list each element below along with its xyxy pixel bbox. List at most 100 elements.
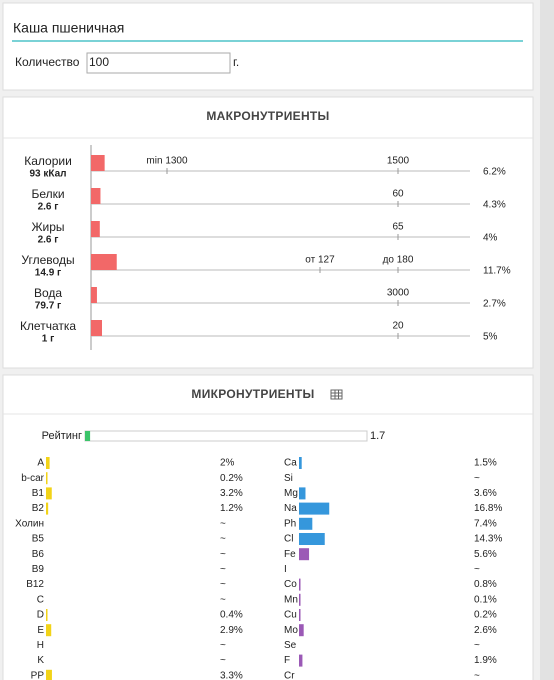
micro-name: Cr	[284, 670, 295, 680]
micro-name: B2	[32, 503, 45, 514]
micro-name: Na	[284, 503, 297, 514]
norm-label: 20	[392, 321, 404, 332]
micro-percent: ~	[474, 564, 480, 575]
micro-percent: ~	[474, 640, 480, 651]
micro-percent: ~	[474, 473, 480, 484]
nutrient-amount: 79.7 г	[35, 301, 61, 312]
micro-name: Cl	[284, 534, 293, 545]
micro-bar	[299, 624, 304, 637]
quantity-unit: г.	[233, 55, 239, 69]
micro-bar	[299, 593, 301, 606]
bar	[91, 287, 97, 303]
bar	[91, 155, 105, 171]
nutrient-amount: 2.6 г	[38, 235, 59, 246]
rating-value: 1.7	[370, 430, 385, 442]
percent-label: 4.3%	[483, 200, 506, 211]
micro-name: F	[284, 655, 290, 666]
micro-percent: ~	[220, 564, 226, 575]
norm-label: 3000	[387, 288, 410, 299]
micro-name: I	[284, 564, 287, 575]
micro-percent: 7.4%	[474, 518, 497, 529]
micro-bar	[299, 457, 302, 469]
micro-name: C	[37, 594, 44, 605]
micro-percent: 1.9%	[474, 655, 497, 666]
bar	[91, 221, 100, 237]
micro-bar	[299, 487, 306, 500]
quantity-value[interactable]: 100	[89, 55, 109, 69]
rating-track	[84, 430, 368, 442]
micro-bar	[299, 654, 303, 667]
micro-percent: 3.3%	[220, 670, 243, 680]
table-icon[interactable]	[330, 389, 343, 400]
rating-label: Рейтинг	[42, 430, 82, 442]
scrollbar[interactable]	[540, 0, 554, 680]
micro-percent: 14.3%	[474, 534, 502, 545]
nutrient-name: Клетчатка	[20, 319, 76, 333]
micro-percent: 16.8%	[474, 503, 502, 514]
nutrient-name: Жиры	[31, 220, 64, 234]
micro-name: Si	[284, 473, 293, 484]
micro-percent: 1.5%	[474, 458, 497, 469]
micro-percent: 0.1%	[474, 594, 497, 605]
micro-percent: 2%	[220, 458, 235, 469]
micro-name: H	[37, 640, 44, 651]
nutrient-amount: 14.9 г	[35, 268, 61, 279]
micro-bar	[46, 624, 52, 637]
micro-title: МИКРОНУТРИЕНТЫ	[191, 387, 314, 401]
micro-name: D	[37, 610, 44, 621]
micro-name: Холин	[15, 518, 44, 529]
micro-percent: 0.8%	[474, 579, 497, 590]
quantity-input[interactable]	[86, 52, 231, 74]
micro-percent: 2.9%	[220, 625, 243, 636]
micro-name: Cu	[284, 610, 297, 621]
micro-percent: ~	[220, 640, 226, 651]
nutrient-amount: 2.6 г	[38, 202, 59, 213]
norm-label: 65	[392, 222, 404, 233]
micro-bar	[299, 502, 330, 515]
micro-name: Ph	[284, 518, 296, 529]
norm-label: 60	[392, 189, 404, 200]
micro-percent: 0.2%	[474, 610, 497, 621]
micro-percent: 5.6%	[474, 549, 497, 560]
micro-percent: 1.2%	[220, 503, 243, 514]
micro-bar	[46, 457, 50, 469]
search-text[interactable]: Каша пшеничная	[13, 20, 124, 36]
quantity-label: Количество	[15, 55, 80, 69]
micro-bar	[46, 472, 48, 485]
micro-name: PP	[31, 670, 45, 680]
micro-name: K	[37, 655, 44, 666]
micro-name: Fe	[284, 549, 296, 560]
micro-percent: 0.4%	[220, 610, 243, 621]
micro-bar	[299, 517, 313, 530]
micro-name: Ca	[284, 458, 297, 469]
micro-bar	[46, 502, 49, 515]
micro-percent: ~	[220, 594, 226, 605]
micro-name: A	[37, 458, 44, 469]
bar	[91, 254, 117, 270]
micro-name: Mo	[284, 625, 298, 636]
micro-bar	[299, 533, 325, 545]
panel	[2, 2, 534, 91]
macro-title: МАКРОНУТРИЕНТЫ	[206, 109, 329, 123]
percent-label: 4%	[483, 233, 498, 244]
percent-label: 6.2%	[483, 167, 506, 178]
micro-bar	[299, 548, 310, 561]
norm-label: от 127	[305, 255, 335, 266]
micro-percent: ~	[220, 579, 226, 590]
micro-name: E	[37, 625, 44, 636]
micro-percent: ~	[220, 534, 226, 545]
nutrient-name: Вода	[34, 286, 62, 300]
nutrient-name: Калории	[24, 154, 72, 168]
micro-name: B5	[32, 534, 45, 545]
nutrient-amount: 93 кКал	[29, 169, 66, 180]
micro-bar	[299, 609, 301, 621]
bar	[91, 188, 101, 204]
micro-name: Co	[284, 579, 297, 590]
micro-percent: ~	[220, 655, 226, 666]
micro-percent: 0.2%	[220, 473, 243, 484]
nutrient-name: Белки	[31, 187, 64, 201]
micro-percent: 3.6%	[474, 488, 497, 499]
micro-percent: 2.6%	[474, 625, 497, 636]
